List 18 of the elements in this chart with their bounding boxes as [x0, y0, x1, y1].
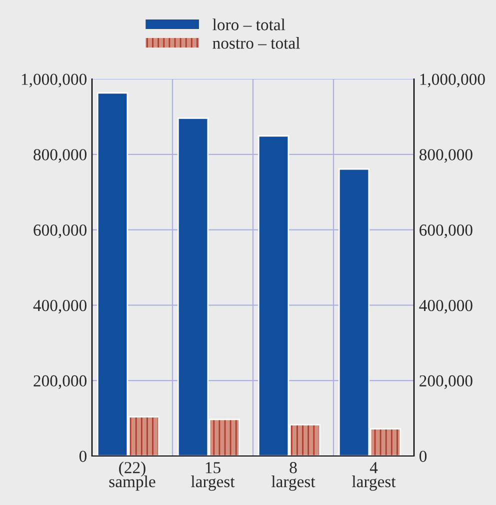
legend-label: nostro – total — [212, 37, 300, 49]
y2-tick-label: 1,000,000 — [420, 74, 485, 88]
y-tick-label: 600,000 — [34, 224, 87, 238]
y-tick-label: 200,000 — [34, 375, 87, 389]
y2-tick-label: 0 — [419, 450, 427, 462]
y-tick-label: 400,000 — [33, 300, 87, 314]
x-tick-label: (22) sample — [109, 462, 156, 491]
x-tick-label: 8 largest — [272, 462, 316, 491]
y2-tick-label: 800,000 — [419, 149, 472, 163]
legend-label: loro – total — [212, 18, 286, 30]
y-tick-label: 1,000,000 — [22, 74, 87, 88]
y-tick-label: 0 — [79, 450, 87, 462]
y2-tick-label: 400,000 — [419, 300, 472, 314]
x-tick-label: 15 largest — [191, 462, 235, 491]
y2-tick-label: 600,000 — [420, 224, 472, 238]
y2-tick-label: 200,000 — [420, 375, 472, 389]
x-tick-label: 4 largest — [352, 462, 396, 491]
y-tick-label: 800,000 — [34, 149, 87, 163]
